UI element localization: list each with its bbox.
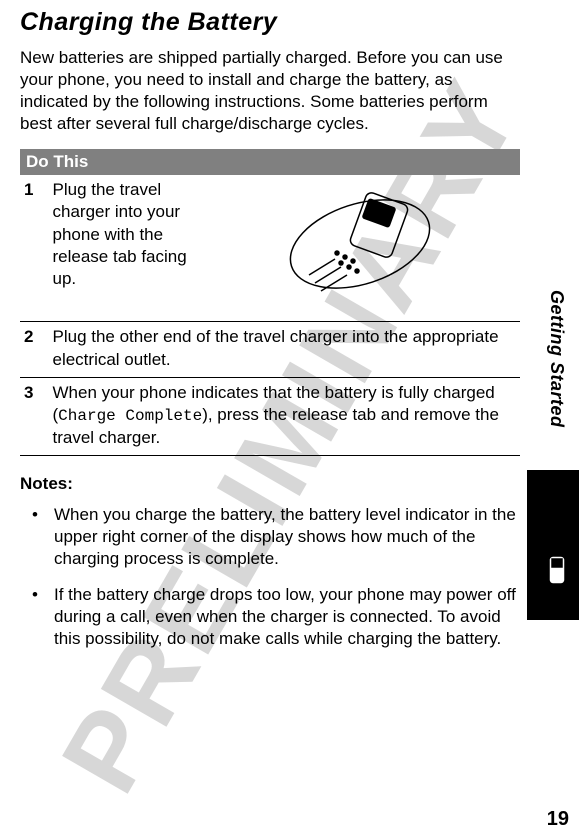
- list-item: If the battery charge drops too low, you…: [44, 584, 520, 650]
- steps-table-header: Do This: [20, 149, 520, 175]
- phone-icon: [265, 179, 455, 315]
- step-number: 3: [20, 377, 49, 455]
- notes-list: When you charge the battery, the battery…: [20, 504, 520, 651]
- step-number: 2: [20, 322, 49, 377]
- step-text: When your phone indicates that the batte…: [49, 377, 521, 455]
- table-row: 3 When your phone indicates that the bat…: [20, 377, 520, 455]
- step-text: Plug the travel charger into your phone …: [49, 175, 203, 322]
- table-row: 1 Plug the travel charger into your phon…: [20, 175, 520, 322]
- step-number: 1: [20, 175, 49, 322]
- page-content: Charging the Battery New batteries are s…: [20, 8, 520, 664]
- table-row: 2 Plug the other end of the travel charg…: [20, 322, 520, 377]
- step-illustration: [202, 175, 520, 322]
- running-phone-icon: [527, 550, 577, 605]
- code-text: Charge Complete: [58, 407, 202, 425]
- section-title: Charging the Battery: [20, 8, 520, 37]
- steps-table: 1 Plug the travel charger into your phon…: [20, 175, 520, 455]
- notes-heading: Notes:: [20, 474, 520, 494]
- intro-paragraph: New batteries are shipped partially char…: [20, 47, 520, 135]
- list-item: When you charge the battery, the battery…: [44, 504, 520, 570]
- page-number: 19: [547, 808, 569, 831]
- step-text: Plug the other end of the travel charger…: [49, 322, 521, 377]
- side-section-label: Getting Started: [546, 290, 567, 428]
